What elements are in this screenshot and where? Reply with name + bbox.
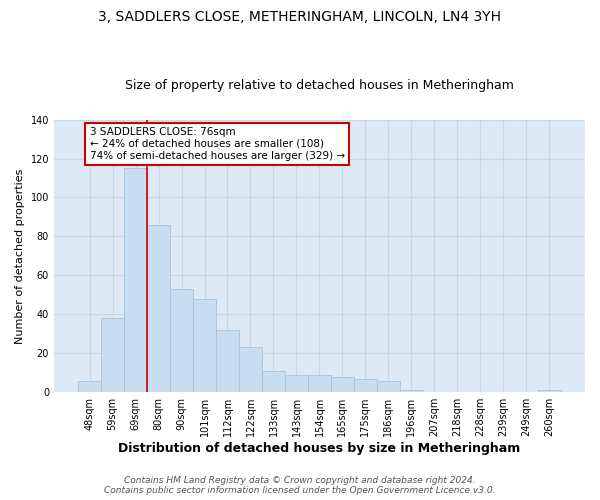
- Bar: [147, 224, 170, 392]
- Bar: [285, 374, 308, 392]
- Bar: [354, 378, 377, 392]
- Bar: [124, 168, 147, 392]
- Bar: [239, 348, 262, 392]
- Bar: [377, 380, 400, 392]
- Title: Size of property relative to detached houses in Metheringham: Size of property relative to detached ho…: [125, 79, 514, 92]
- Bar: [400, 390, 423, 392]
- Bar: [308, 374, 331, 392]
- Text: 3, SADDLERS CLOSE, METHERINGHAM, LINCOLN, LN4 3YH: 3, SADDLERS CLOSE, METHERINGHAM, LINCOLN…: [98, 10, 502, 24]
- Bar: [101, 318, 124, 392]
- Bar: [170, 289, 193, 392]
- Bar: [216, 330, 239, 392]
- X-axis label: Distribution of detached houses by size in Metheringham: Distribution of detached houses by size …: [118, 442, 521, 455]
- Bar: [262, 371, 285, 392]
- Bar: [538, 390, 561, 392]
- Text: 3 SADDLERS CLOSE: 76sqm
← 24% of detached houses are smaller (108)
74% of semi-d: 3 SADDLERS CLOSE: 76sqm ← 24% of detache…: [89, 128, 344, 160]
- Y-axis label: Number of detached properties: Number of detached properties: [15, 168, 25, 344]
- Bar: [78, 380, 101, 392]
- Bar: [193, 298, 216, 392]
- Bar: [331, 376, 354, 392]
- Text: Contains HM Land Registry data © Crown copyright and database right 2024.
Contai: Contains HM Land Registry data © Crown c…: [104, 476, 496, 495]
